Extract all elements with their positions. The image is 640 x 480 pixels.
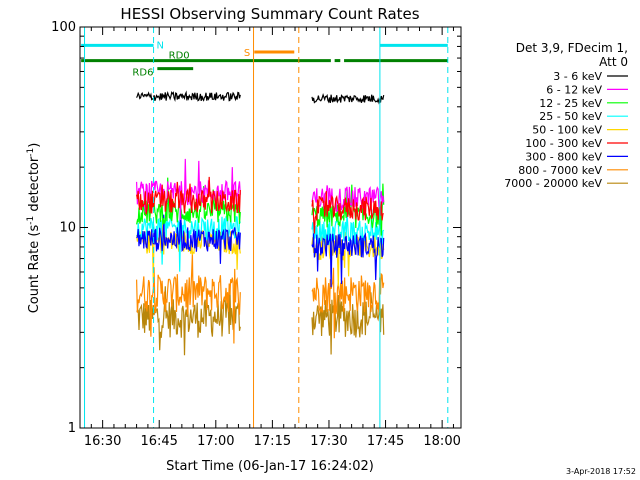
legend-entry-label: 50 - 100 keV [532,124,602,137]
series-line [136,176,241,215]
legend-entry-label: 25 - 50 keV [539,110,602,123]
legend-entry-label: 12 - 25 keV [539,97,602,110]
y-axis-label: Count Rate (s-1 detector-1) [26,143,42,314]
x-axis-label: Start Time (06-Jan-17 16:24:02) [166,459,374,474]
axis-ticks: 1 10 100 16:30 16:45 17:00 17:15 17:30 17:45 18:0… [51,20,461,449]
x-tick-label: 16:45 [140,434,177,449]
series-line [311,190,384,234]
y-axis-label-exponent-2: -1 [26,148,36,157]
x-tick-label: 17:15 [254,434,291,449]
series-line [136,90,241,103]
data-series [136,90,385,356]
legend-entry-label: 100 - 300 keV [525,137,602,150]
y-tick-label: 100 [51,20,76,35]
series-line [136,205,241,264]
x-tick-label: 17:00 [197,434,234,449]
state-bar-label: RD6 [132,68,153,79]
x-tick-label: 17:45 [367,434,404,449]
x-tick-label: 17:30 [310,434,347,449]
chart-title: HESSI Observing Summary Count Rates [120,5,419,23]
series-line [311,232,385,288]
legend-header-line-1: Det 3,9, FDecim 1, [516,41,628,55]
plot-frame [79,26,462,429]
vertical-markers [84,27,449,428]
series-line [311,292,385,355]
y-axis-label-exponent-1: -1 [26,216,36,225]
legend-entry-label: 3 - 6 keV [553,70,602,83]
series-line [311,267,385,339]
series-line [311,92,385,105]
legend-entry-label: 800 - 7000 keV [518,164,602,177]
legend-entry-label: 300 - 800 keV [525,150,602,163]
y-axis-label-end: ) [27,143,42,148]
y-axis-label-main: Count Rate (s [27,225,42,314]
y-tick-label: 1 [68,421,76,436]
x-tick-label: 16:30 [84,434,121,449]
state-bar-label: S [244,48,250,59]
x-tick-label: 18:00 [423,434,460,449]
legend-entry-label: 7000 - 20000 keV [504,177,602,190]
legend-entry-label: 6 - 12 keV [546,83,602,96]
y-axis-label-middle: detector [27,156,42,216]
legend-header-line-2: Att 0 [599,55,628,69]
state-bar-label: N [157,40,164,51]
y-tick-label: 10 [59,221,76,236]
state-bars: N S RD0 RD6 [81,40,448,79]
state-bar-label: RD0 [169,51,190,62]
footer-timestamp: 3-Apr-2018 17:52 [566,467,636,476]
